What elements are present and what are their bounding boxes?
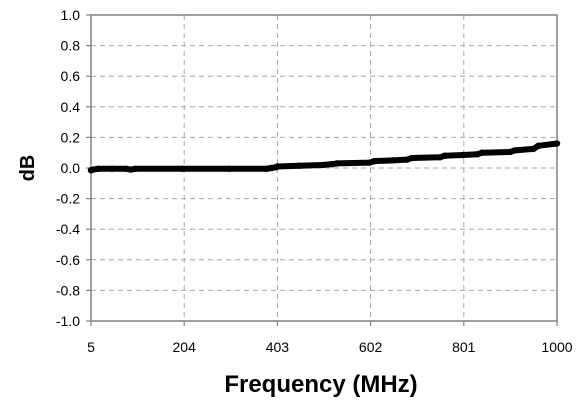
x-tick-label: 1000 bbox=[541, 339, 572, 355]
y-tick-label: -0.2 bbox=[56, 191, 80, 207]
data-point bbox=[132, 165, 139, 172]
y-tick-label: -1.0 bbox=[56, 313, 80, 329]
grid bbox=[91, 15, 557, 321]
x-axis-title: Frequency (MHz) bbox=[224, 371, 417, 398]
y-tick-label: -0.4 bbox=[56, 221, 80, 237]
data-point bbox=[441, 152, 448, 159]
x-tick-label: 602 bbox=[359, 339, 383, 355]
y-tick-label: 1.0 bbox=[61, 7, 81, 23]
x-axis-tick-labels: 5 204 403 602 801 1000 bbox=[87, 339, 573, 355]
series-points bbox=[87, 140, 561, 174]
data-point bbox=[371, 157, 378, 165]
y-tick-label: 0.0 bbox=[61, 160, 81, 176]
y-tick-label: 0.8 bbox=[61, 38, 81, 54]
data-point bbox=[535, 142, 542, 150]
x-tick-label: 5 bbox=[87, 339, 95, 355]
x-tick-label: 801 bbox=[452, 339, 476, 355]
y-tick-label: 0.2 bbox=[61, 129, 81, 145]
data-point bbox=[408, 154, 416, 162]
data-point bbox=[460, 151, 467, 159]
data-point bbox=[108, 165, 116, 172]
y-tick-label: 0.4 bbox=[61, 99, 81, 115]
y-tick-label: 0.6 bbox=[61, 68, 81, 84]
data-point bbox=[179, 165, 186, 172]
data-point bbox=[296, 162, 303, 169]
data-point bbox=[530, 145, 537, 153]
y-tick-label: -0.6 bbox=[56, 252, 80, 268]
data-point bbox=[553, 140, 561, 147]
data-point bbox=[511, 147, 519, 154]
y-tick-label: -0.8 bbox=[56, 282, 80, 298]
data-point bbox=[319, 161, 327, 169]
data-point bbox=[389, 157, 397, 164]
data-point bbox=[333, 160, 341, 167]
data-point bbox=[478, 149, 486, 156]
data-point bbox=[274, 163, 281, 170]
data-point bbox=[225, 165, 233, 172]
y-axis-title: dB bbox=[17, 155, 39, 182]
x-tick-label: 403 bbox=[266, 339, 290, 355]
y-axis-tick-labels: 1.0 0.8 0.6 0.4 0.2 0.0 -0.2 -0.4 -0.6 -0.8 -1.0 bbox=[56, 7, 80, 329]
data-point bbox=[94, 165, 102, 172]
x-tick-label: 204 bbox=[173, 339, 197, 355]
